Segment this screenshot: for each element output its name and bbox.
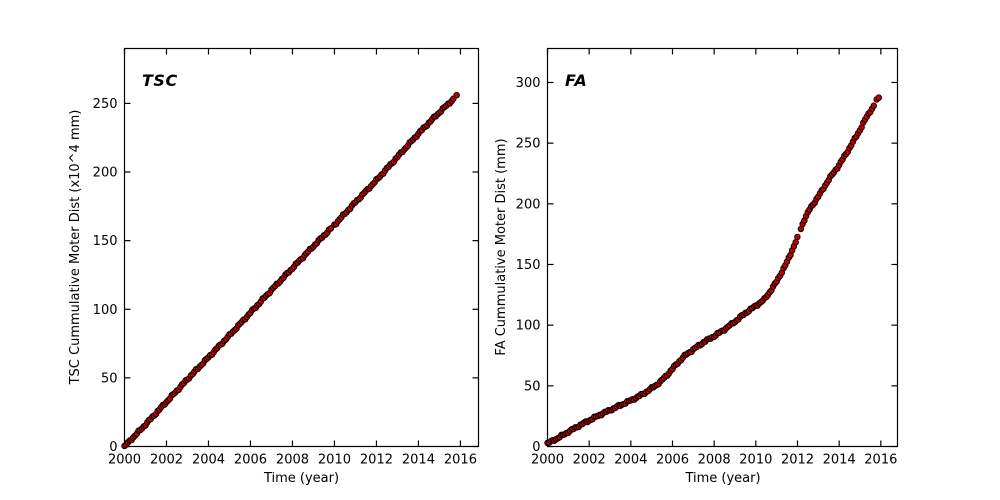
y-tick-label: 300: [516, 76, 541, 91]
x-tick-label: 2000: [108, 453, 141, 468]
x-tick-label: 2006: [656, 453, 689, 468]
x-tick-label: 2004: [192, 453, 225, 468]
y-tick-label: 200: [516, 197, 541, 212]
x-tick-label: 2012: [781, 453, 814, 468]
y-tick-label: 150: [93, 234, 118, 249]
x-tick-label: 2012: [360, 453, 393, 468]
y-tick-label: 0: [532, 440, 540, 455]
x-tick-label: 2008: [698, 453, 731, 468]
left-plot-title: TSC: [142, 71, 178, 90]
x-tick-label: 2002: [150, 453, 183, 468]
y-tick-label: 200: [93, 166, 118, 181]
right-y-axis-label: FA Cummulative Moter Dist (mm): [494, 138, 509, 356]
x-tick-label: 2014: [823, 453, 856, 468]
x-tick-label: 2016: [444, 453, 477, 468]
data-point: [870, 102, 878, 110]
x-tick-label: 2002: [573, 453, 606, 468]
x-tick-label: 2006: [234, 453, 267, 468]
y-tick-label: 50: [524, 379, 541, 394]
x-tick-label: 2000: [531, 453, 564, 468]
left-y-axis-label: TSC Cummulative Moter Dist (x10^4 mm): [68, 109, 83, 385]
y-tick-label: 250: [516, 137, 541, 152]
right-plot-title: FA: [565, 71, 588, 90]
x-tick-label: 2010: [318, 453, 351, 468]
data-point-end: [875, 94, 883, 101]
right-x-axis-label: Time (year): [685, 471, 761, 486]
x-tick-label: 2008: [276, 453, 309, 468]
plot-frame: [123, 47, 480, 448]
x-tick-label: 2004: [614, 453, 647, 468]
x-tick-label: 2010: [739, 453, 772, 468]
plot-frame: [546, 47, 899, 448]
data-point: [794, 233, 801, 241]
y-tick-label: 100: [516, 319, 541, 334]
data-point-end: [453, 91, 460, 99]
data-point: [792, 239, 799, 246]
y-tick-label: 250: [93, 97, 118, 112]
y-tick-label: 150: [516, 258, 541, 273]
y-tick-label: 0: [109, 440, 117, 455]
x-tick-label: 2016: [864, 453, 897, 468]
left-x-axis-label: Time (year): [263, 471, 340, 486]
y-tick-label: 50: [101, 371, 118, 386]
y-tick-label: 100: [93, 303, 118, 318]
x-tick-label: 2014: [402, 453, 435, 468]
